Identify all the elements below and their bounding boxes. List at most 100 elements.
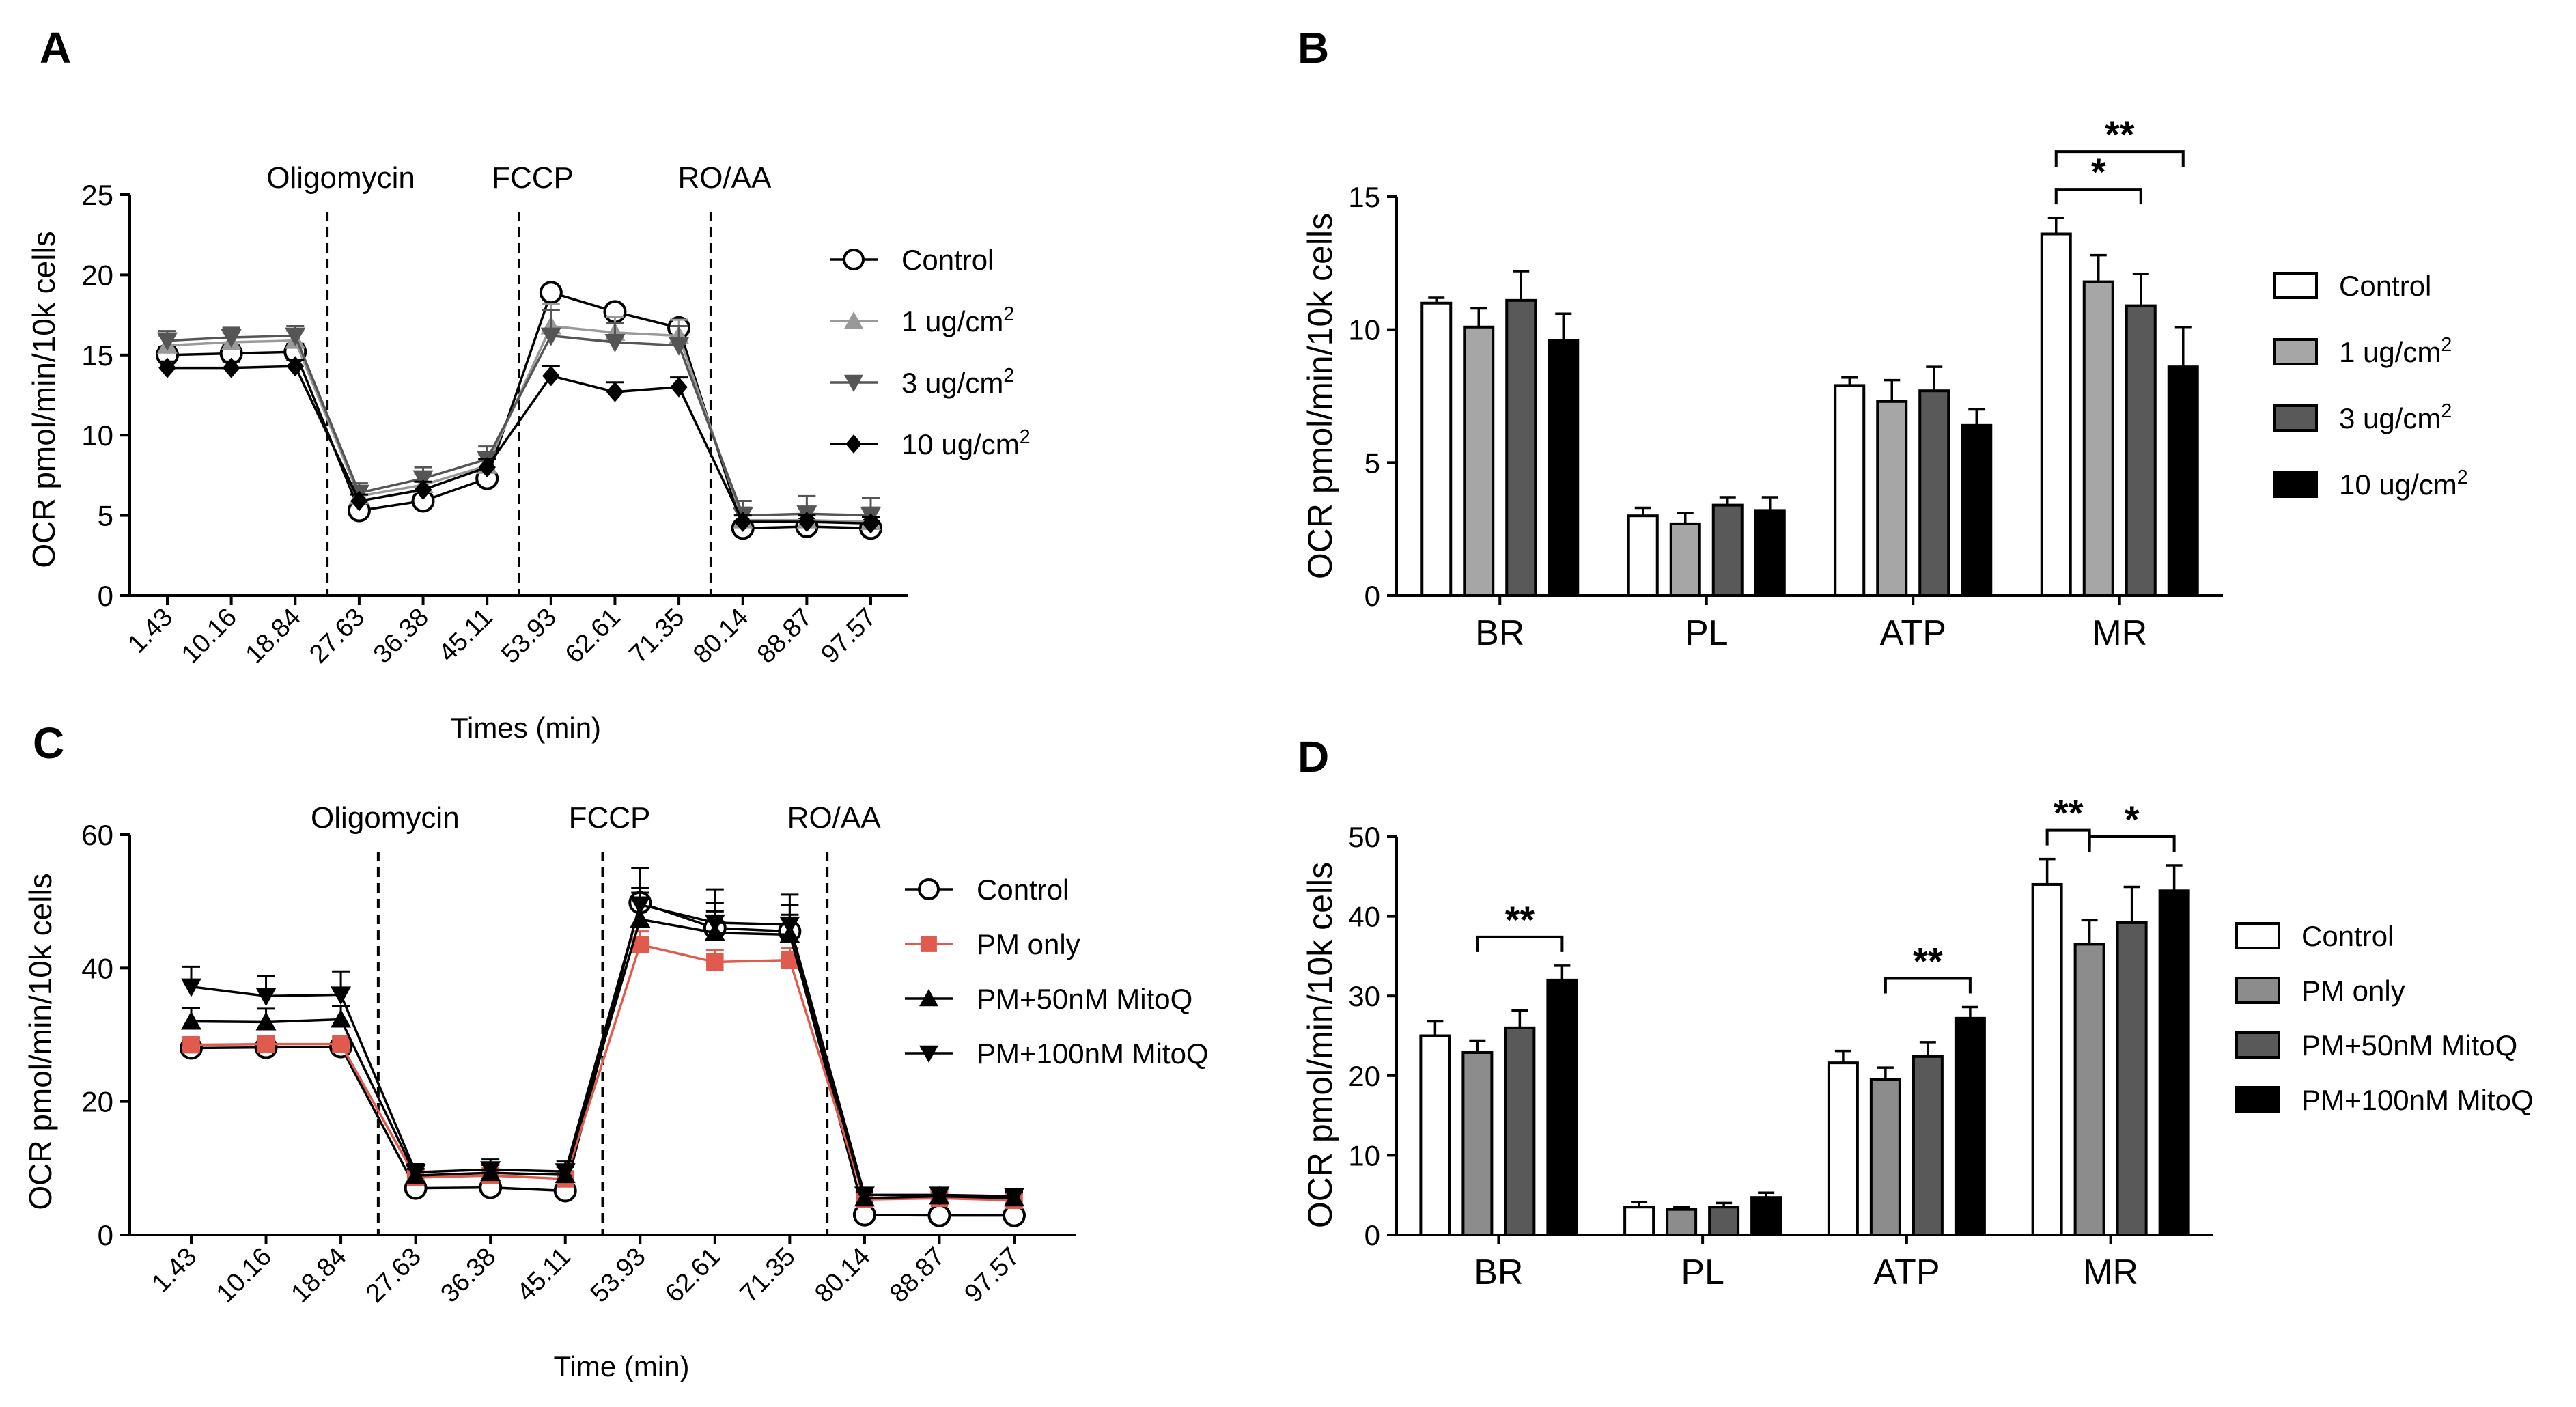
data-point: [706, 953, 724, 971]
bar: [1754, 509, 1786, 597]
legend-label: 1 ug/cm2: [901, 303, 1014, 337]
x-tick-label: 1.43: [122, 603, 178, 659]
data-point: [257, 1035, 275, 1053]
data-point: [798, 511, 816, 532]
x-tick-label: 97.57: [959, 1242, 1025, 1309]
category-label: ATP: [1873, 1253, 1940, 1292]
x-tick-label: 36.38: [368, 603, 434, 669]
legend-swatch: [2273, 471, 2318, 498]
data-point: [630, 896, 651, 915]
category-label: ATP: [1880, 613, 1946, 653]
x-tick-label: 18.84: [286, 1242, 352, 1309]
legend-label: Control: [2339, 270, 2431, 302]
series: [1546, 864, 2190, 1237]
injection-label: FCCP: [492, 161, 574, 195]
data-point: [480, 1161, 501, 1180]
data-point: [555, 1163, 576, 1182]
series: [1461, 919, 2105, 1237]
significance-label: *: [2125, 798, 2140, 841]
y-tick-label: 50: [1348, 821, 1380, 853]
data-point: [157, 332, 178, 351]
bracket-line: [2088, 835, 2176, 852]
bar: [1954, 1016, 1986, 1237]
plot-area: 0 5 10 15 20 25 1.4310.1618.8427.6336.3845.115…: [81, 161, 1030, 669]
data-point: [350, 490, 368, 512]
legend-label: Control: [2301, 920, 2394, 952]
plot-area: 0 20 40 60 1.43 10.16 18.84 27.63 36.38 45.11 53.9…: [81, 801, 1208, 1309]
bar: [2073, 943, 2105, 1237]
panel-label-c: C: [33, 719, 64, 768]
data-point: [604, 334, 626, 353]
x-tick-label: 88.87: [884, 1242, 951, 1309]
series: [1463, 253, 2114, 598]
injection-label: RO/AA: [677, 161, 772, 195]
data-point: [331, 986, 352, 1005]
series: [1548, 312, 2199, 597]
legend-marker: [844, 374, 863, 392]
y-tick-label: 5: [98, 500, 113, 532]
x-tick-label: 62.61: [660, 1242, 726, 1309]
x-tick-label: 27.63: [304, 603, 370, 669]
bar: [2040, 232, 2072, 597]
y-tick-label: 20: [1348, 1060, 1380, 1092]
legend-marker: [843, 249, 865, 270]
panel-label-d: D: [1298, 732, 1329, 781]
x-tick-label: 27.63: [361, 1242, 427, 1309]
injection-label: RO/AA: [787, 801, 882, 835]
y-tick-label: 20: [81, 259, 113, 291]
legend-label: PM+50nM MitoQ: [2301, 1029, 2517, 1061]
data-point: [606, 381, 624, 402]
x-tick-label: 10.16: [176, 603, 242, 669]
data-point: [540, 327, 561, 346]
data-point: [478, 457, 496, 478]
bracket-line: [2054, 188, 2142, 205]
bracket-line: [1476, 935, 1564, 952]
data-point: [221, 329, 242, 348]
legend-swatch: [2235, 1031, 2280, 1059]
significance-bracket: **: [1476, 898, 1564, 952]
x-axis-label: Times (min): [451, 712, 601, 744]
bar: [1419, 1034, 1451, 1236]
bar: [2158, 889, 2190, 1236]
panel-label-b: B: [1298, 23, 1329, 72]
y-axis-label: OCR pmol/min/10k cells: [1301, 862, 1339, 1228]
y-tick-label: 15: [81, 339, 113, 372]
legend-label: 3 ug/cm2: [901, 365, 1014, 399]
panel-c-line-chart: OCR pmol/min/10k cells Time (min) 0 20 40 6…: [23, 801, 1209, 1382]
series: [181, 867, 1024, 1207]
series: [1419, 857, 2063, 1237]
panel-b-bar-chart: OCR pmol/min/10k cells 0 5 10 15 BR PL ATP MR **…: [1301, 113, 2468, 653]
y-tick-label: 25: [81, 179, 113, 211]
y-tick-label: 30: [1348, 980, 1380, 1012]
bar: [1505, 298, 1537, 597]
bar: [1548, 339, 1580, 597]
legend-swatch: [2235, 977, 2280, 1004]
bracket-line: [2054, 150, 2185, 167]
data-point: [542, 365, 560, 387]
significance-bracket: **: [2054, 113, 2185, 167]
series-line: [167, 365, 871, 525]
bar: [2125, 304, 2157, 597]
data-point: [539, 281, 563, 305]
series: [1504, 885, 2148, 1237]
significance-label: **: [2054, 792, 2084, 835]
bar: [1834, 384, 1866, 598]
x-tick-label: 97.57: [815, 603, 882, 669]
x-tick-label: 45.11: [434, 603, 499, 668]
data-point: [733, 511, 752, 532]
y-tick-label: 10: [1348, 314, 1380, 346]
bar: [1708, 1206, 1740, 1236]
x-tick-label: 36.38: [436, 1242, 502, 1309]
series: [158, 356, 880, 534]
series: [1505, 270, 2157, 597]
category-label: BR: [1474, 1253, 1523, 1292]
legend-marker: [919, 1045, 938, 1063]
legend-marker: [919, 989, 938, 1007]
data-point: [181, 978, 201, 997]
legend-swatch: [2235, 1086, 2280, 1113]
bar: [1869, 1078, 1901, 1236]
data-point: [332, 1035, 350, 1053]
panel-a-line-chart: OCR pmol/min/10k cells Times (min) 0 5 10 1…: [26, 161, 1031, 744]
